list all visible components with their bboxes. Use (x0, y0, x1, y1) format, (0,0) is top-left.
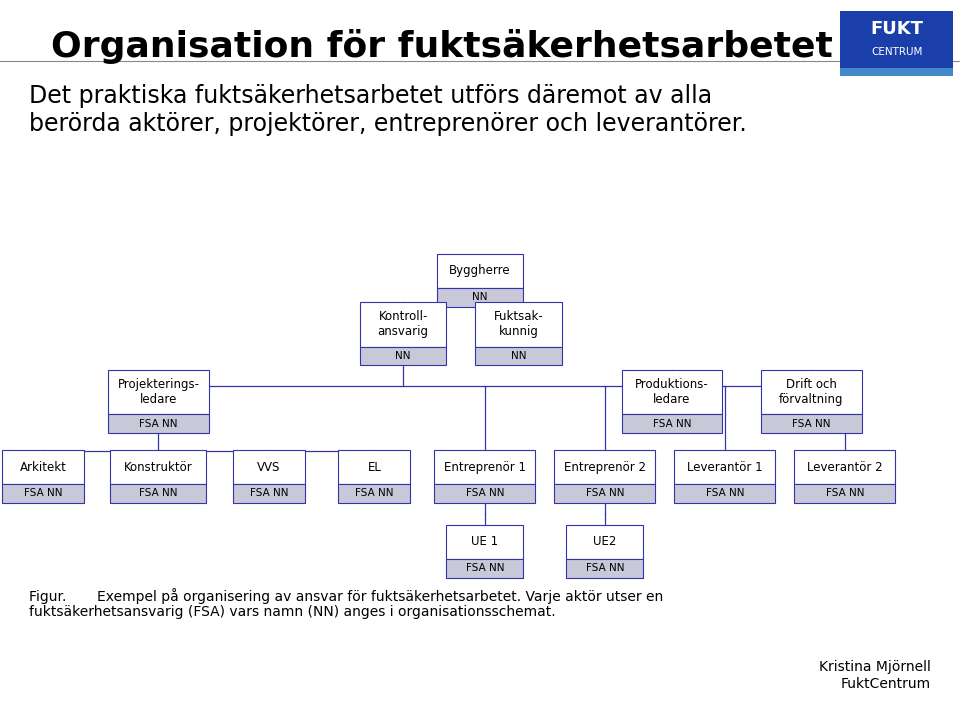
FancyBboxPatch shape (475, 302, 562, 347)
Text: Entreprenör 2: Entreprenör 2 (564, 461, 646, 473)
Text: FSA NN: FSA NN (24, 488, 62, 498)
Text: Drift och
förvaltning: Drift och förvaltning (779, 378, 844, 406)
Text: FSA NN: FSA NN (139, 419, 178, 429)
FancyBboxPatch shape (760, 414, 861, 433)
Text: FSA NN: FSA NN (586, 488, 624, 498)
FancyBboxPatch shape (566, 525, 643, 559)
Text: FuktCentrum: FuktCentrum (841, 677, 931, 692)
Text: FSA NN: FSA NN (466, 488, 504, 498)
Text: VVS: VVS (257, 461, 280, 473)
Text: Konstruktör: Konstruktör (124, 461, 193, 473)
Text: Byggherre: Byggherre (449, 265, 511, 277)
FancyBboxPatch shape (108, 370, 209, 414)
Text: FSA NN: FSA NN (139, 488, 178, 498)
FancyBboxPatch shape (360, 347, 446, 365)
FancyBboxPatch shape (840, 68, 953, 76)
FancyBboxPatch shape (446, 559, 523, 578)
FancyBboxPatch shape (795, 484, 895, 503)
FancyBboxPatch shape (475, 347, 562, 365)
Text: CENTRUM: CENTRUM (871, 47, 923, 57)
Text: fuktsäkerhetsansvarig (FSA) vars namn (NN) anges i organisationsschemat.: fuktsäkerhetsansvarig (FSA) vars namn (N… (29, 605, 556, 619)
Text: FSA NN: FSA NN (586, 563, 624, 573)
Text: Entreprenör 1: Entreprenör 1 (444, 461, 526, 473)
FancyBboxPatch shape (233, 484, 305, 503)
FancyBboxPatch shape (437, 288, 523, 307)
Text: Fuktsak-
kunnig: Fuktsak- kunnig (493, 310, 543, 339)
Text: FSA NN: FSA NN (792, 419, 830, 429)
Text: Figur.       Exempel på organisering av ansvar för fuktsäkerhetsarbetet. Varje a: Figur. Exempel på organisering av ansvar… (29, 588, 663, 604)
FancyBboxPatch shape (360, 302, 446, 347)
FancyBboxPatch shape (434, 450, 536, 484)
FancyBboxPatch shape (108, 414, 209, 433)
FancyBboxPatch shape (434, 484, 536, 503)
FancyBboxPatch shape (840, 11, 953, 68)
FancyBboxPatch shape (674, 484, 776, 503)
Text: Produktions-
ledare: Produktions- ledare (636, 378, 708, 406)
FancyBboxPatch shape (2, 484, 84, 503)
FancyBboxPatch shape (674, 450, 776, 484)
Text: FSA NN: FSA NN (653, 419, 691, 429)
Text: NN: NN (472, 292, 488, 302)
FancyBboxPatch shape (555, 484, 655, 503)
Text: FUKT: FUKT (870, 20, 924, 38)
Text: Leverantör 1: Leverantör 1 (687, 461, 762, 473)
FancyBboxPatch shape (339, 484, 411, 503)
FancyBboxPatch shape (446, 525, 523, 559)
FancyBboxPatch shape (2, 450, 84, 484)
Text: Arkitekt: Arkitekt (20, 461, 66, 473)
Text: UE2: UE2 (593, 535, 616, 548)
FancyBboxPatch shape (621, 414, 722, 433)
Text: Det praktiska fuktsäkerhetsarbetet utförs däremot av alla: Det praktiska fuktsäkerhetsarbetet utför… (29, 84, 712, 108)
Text: berörda aktörer, projektörer, entreprenörer och leverantörer.: berörda aktörer, projektörer, entreprenö… (29, 112, 747, 136)
Text: FSA NN: FSA NN (355, 488, 394, 498)
Text: Organisation för fuktsäkerhetsarbetet: Organisation för fuktsäkerhetsarbetet (51, 29, 832, 63)
Text: UE 1: UE 1 (471, 535, 498, 548)
FancyBboxPatch shape (795, 450, 895, 484)
FancyBboxPatch shape (339, 450, 411, 484)
Text: Projekterings-
ledare: Projekterings- ledare (117, 378, 200, 406)
Text: FSA NN: FSA NN (826, 488, 864, 498)
Text: Kontroll-
ansvarig: Kontroll- ansvarig (377, 310, 429, 339)
FancyBboxPatch shape (555, 450, 655, 484)
FancyBboxPatch shape (110, 484, 206, 503)
Text: EL: EL (368, 461, 381, 473)
Text: FSA NN: FSA NN (250, 488, 288, 498)
FancyBboxPatch shape (760, 370, 861, 414)
FancyBboxPatch shape (566, 559, 643, 578)
FancyBboxPatch shape (621, 370, 722, 414)
FancyBboxPatch shape (110, 450, 206, 484)
Text: FSA NN: FSA NN (706, 488, 744, 498)
Text: FSA NN: FSA NN (466, 563, 504, 573)
Text: Kristina Mjörnell: Kristina Mjörnell (819, 660, 931, 674)
Text: NN: NN (396, 351, 411, 361)
FancyBboxPatch shape (233, 450, 305, 484)
FancyBboxPatch shape (437, 254, 523, 288)
Text: NN: NN (511, 351, 526, 361)
Text: Leverantör 2: Leverantör 2 (807, 461, 882, 473)
